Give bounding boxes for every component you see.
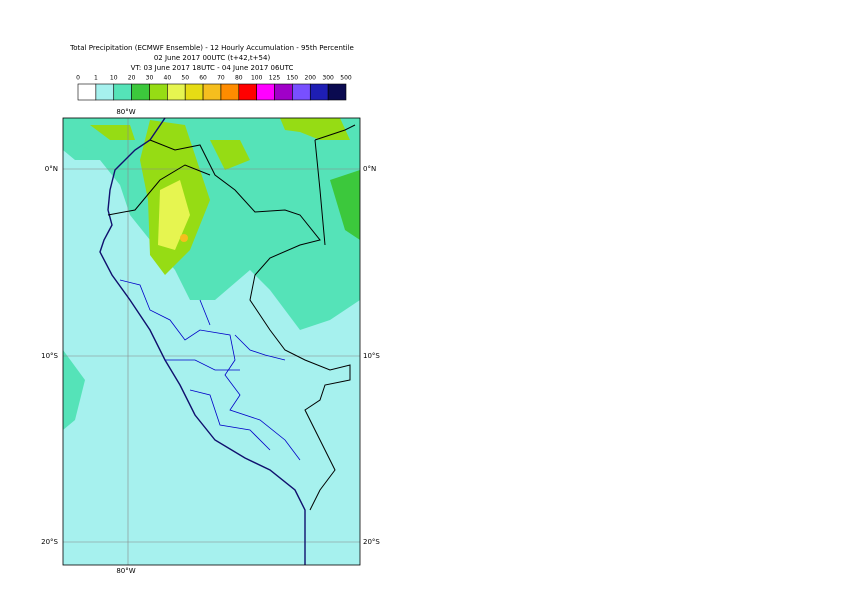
lat-label: 20°S bbox=[41, 538, 58, 546]
legend-label: 0 bbox=[76, 75, 80, 82]
legend-label: 40 bbox=[164, 75, 172, 82]
legend-swatch bbox=[220, 83, 240, 101]
legend-label: 10 bbox=[110, 75, 118, 82]
legend-label: 150 bbox=[287, 75, 299, 82]
precip-area bbox=[158, 180, 190, 250]
lat-label: 20°S bbox=[363, 538, 380, 546]
lon-label: 80°W bbox=[116, 567, 135, 575]
legend-swatch bbox=[77, 83, 97, 101]
legend-label: 60 bbox=[199, 75, 207, 82]
precip-area bbox=[210, 140, 250, 170]
legend-swatch bbox=[113, 83, 132, 101]
coastline bbox=[99, 117, 306, 565]
legend-label: 300 bbox=[322, 75, 334, 82]
legend-swatch bbox=[184, 83, 204, 101]
precip-area bbox=[63, 350, 85, 430]
map bbox=[62, 117, 361, 566]
legend-swatch bbox=[256, 83, 275, 101]
legend-swatch bbox=[202, 83, 222, 101]
legend-swatch bbox=[167, 83, 186, 101]
legend-label: 200 bbox=[305, 75, 317, 82]
legend-label: 500 bbox=[340, 75, 352, 82]
legend-swatch bbox=[238, 83, 257, 101]
precip-area bbox=[180, 234, 188, 242]
legend-swatch bbox=[95, 83, 115, 101]
precip-area bbox=[63, 118, 360, 330]
legend-label: 80 bbox=[235, 75, 243, 82]
legend-label: 50 bbox=[181, 75, 189, 82]
country-border bbox=[107, 124, 356, 511]
legend-swatch bbox=[149, 83, 168, 101]
legend-label: 125 bbox=[269, 75, 281, 82]
legend: 0 1 10 20 30 40 50 60 70 80 100 125 150 200 300 500 bbox=[76, 75, 352, 101]
lat-label: 10°S bbox=[41, 352, 58, 360]
legend-swatch bbox=[292, 83, 311, 101]
precip-area bbox=[330, 170, 360, 240]
legend-swatch bbox=[131, 83, 150, 101]
legend-swatch bbox=[327, 83, 347, 101]
legend-label: 30 bbox=[146, 75, 154, 82]
lon-label: 80°W bbox=[116, 108, 135, 116]
subtitle: VT: 03 June 2017 18UTC - 04 June 2017 06… bbox=[131, 64, 294, 72]
lat-label: 0°N bbox=[45, 165, 58, 173]
legend-label: 1 bbox=[94, 75, 98, 82]
precip-area bbox=[90, 125, 135, 140]
legend-label: 70 bbox=[217, 75, 225, 82]
region-border bbox=[119, 279, 301, 461]
map-frame bbox=[62, 117, 361, 566]
legend-swatch bbox=[309, 83, 329, 101]
subtitle: 02 June 2017 00UTC (t+42,t+54) bbox=[154, 54, 271, 62]
title: Total Precipitation (ECMWF Ensemble) - 1… bbox=[69, 44, 354, 52]
legend-swatch bbox=[274, 83, 293, 101]
lat-label: 10°S bbox=[363, 352, 380, 360]
lat-label: 0°N bbox=[363, 165, 376, 173]
legend-label: 100 bbox=[251, 75, 263, 82]
legend-label: 20 bbox=[128, 75, 136, 82]
